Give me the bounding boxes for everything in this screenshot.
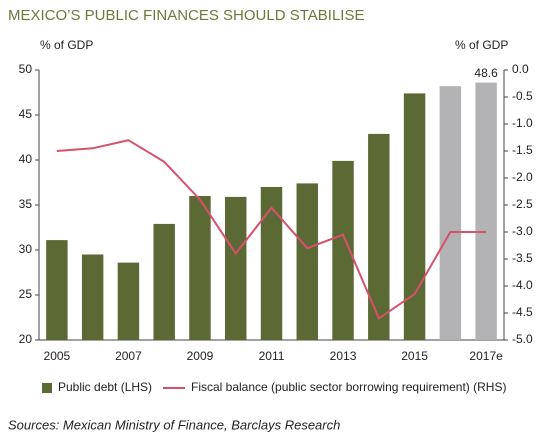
y-tick-label: 45	[19, 107, 33, 121]
y2-tick-label: -2.5	[512, 197, 533, 211]
y2-tick-label: -5.0	[512, 332, 533, 346]
bar	[117, 262, 140, 340]
y2-tick-label: -1.0	[512, 116, 533, 130]
y2-tick-label: 0.0	[512, 62, 529, 76]
y-tick-label: 25	[19, 287, 33, 301]
y2-tick-label: -3.0	[512, 224, 533, 238]
y2-tick-label: -0.5	[512, 89, 533, 103]
y2-tick-label: -2.0	[512, 170, 533, 184]
value-label: 48.6	[474, 66, 498, 80]
legend-label: Public debt (LHS)	[58, 380, 152, 394]
x-tick-label: 2017e	[469, 349, 503, 363]
chart-title: MEXICO’S PUBLIC FINANCES SHOULD STABILIS…	[8, 7, 364, 24]
y-tick-label: 40	[19, 152, 33, 166]
y2-tick-label: -4.0	[512, 278, 533, 292]
bar	[81, 254, 104, 340]
y-tick-label: 30	[19, 242, 33, 256]
y-tick-label: 20	[19, 332, 33, 346]
bar	[296, 183, 318, 340]
bar	[332, 160, 354, 340]
bar	[368, 133, 390, 340]
x-tick-label: 2007	[115, 349, 142, 363]
y-tick-label: 50	[19, 62, 33, 76]
bar	[46, 240, 68, 340]
bar	[475, 82, 497, 340]
x-tick-label: 2013	[330, 349, 357, 363]
y-axis-label: % of GDP	[40, 38, 93, 52]
x-tick-label: 2015	[401, 349, 428, 363]
y2-tick-label: -4.5	[512, 305, 533, 319]
bar	[225, 196, 247, 340]
y-tick-label: 35	[19, 197, 33, 211]
y2-tick-label: -1.5	[512, 143, 533, 157]
x-tick-label: 2009	[187, 349, 214, 363]
legend-swatch	[42, 383, 52, 393]
bar	[153, 223, 175, 340]
y2-tick-label: -3.5	[512, 251, 533, 265]
line	[56, 139, 487, 320]
x-tick-label: 2011	[259, 349, 285, 363]
bar	[403, 93, 426, 341]
source: Sources: Mexican Ministry of Finance, Ba…	[8, 417, 340, 432]
bar	[439, 86, 462, 340]
bar	[189, 196, 211, 340]
x-tick-label: 2005	[44, 349, 71, 363]
bar	[260, 187, 283, 340]
y2-axis-label: % of GDP	[455, 38, 508, 52]
legend-label: Fiscal balance (public sector borrowing …	[191, 380, 506, 394]
